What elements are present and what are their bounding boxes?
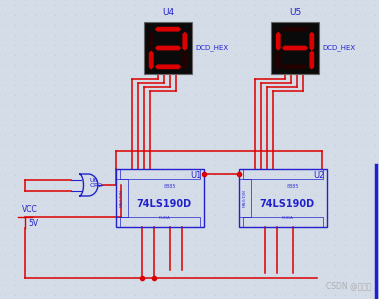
Text: 8885: 8885 (287, 184, 299, 188)
Polygon shape (276, 32, 280, 51)
Polygon shape (149, 32, 153, 51)
Text: 74LS190D: 74LS190D (136, 199, 191, 209)
Text: MAX/DIN: MAX/DIN (120, 189, 124, 207)
Bar (116, 179, 128, 217)
Polygon shape (282, 46, 308, 51)
Text: U5: U5 (289, 8, 301, 17)
Polygon shape (282, 27, 308, 32)
Bar (144, 22, 192, 74)
Text: DCD_HEX: DCD_HEX (195, 45, 228, 51)
Polygon shape (149, 51, 153, 70)
Polygon shape (182, 32, 187, 51)
Polygon shape (155, 46, 181, 51)
Text: DUBA: DUBA (282, 216, 294, 220)
Text: DUBA: DUBA (159, 216, 171, 220)
Text: U1: U1 (191, 171, 202, 180)
Bar (271, 22, 319, 74)
Text: U2: U2 (314, 171, 325, 180)
Text: CSDN @靖川川: CSDN @靖川川 (326, 281, 372, 290)
Text: MAX/DIN: MAX/DIN (243, 189, 247, 207)
Polygon shape (309, 32, 314, 51)
Text: DCD_HEX: DCD_HEX (322, 45, 355, 51)
Polygon shape (276, 51, 280, 70)
Bar (239, 179, 251, 217)
Polygon shape (182, 51, 187, 70)
Bar (116, 169, 204, 227)
Text: VCC: VCC (22, 205, 38, 214)
Polygon shape (155, 64, 181, 69)
Polygon shape (155, 27, 181, 32)
Text: U6
OR2: U6 OR2 (90, 178, 103, 188)
Bar (239, 169, 327, 227)
Bar (243, 169, 323, 179)
Bar (120, 169, 200, 179)
Text: 8885: 8885 (164, 184, 176, 188)
Text: U4: U4 (162, 8, 174, 17)
Text: 5V: 5V (28, 219, 38, 228)
Bar (120, 217, 200, 227)
Bar (243, 217, 323, 227)
Text: 74LS190D: 74LS190D (260, 199, 315, 209)
Polygon shape (309, 51, 314, 70)
Polygon shape (282, 64, 308, 69)
